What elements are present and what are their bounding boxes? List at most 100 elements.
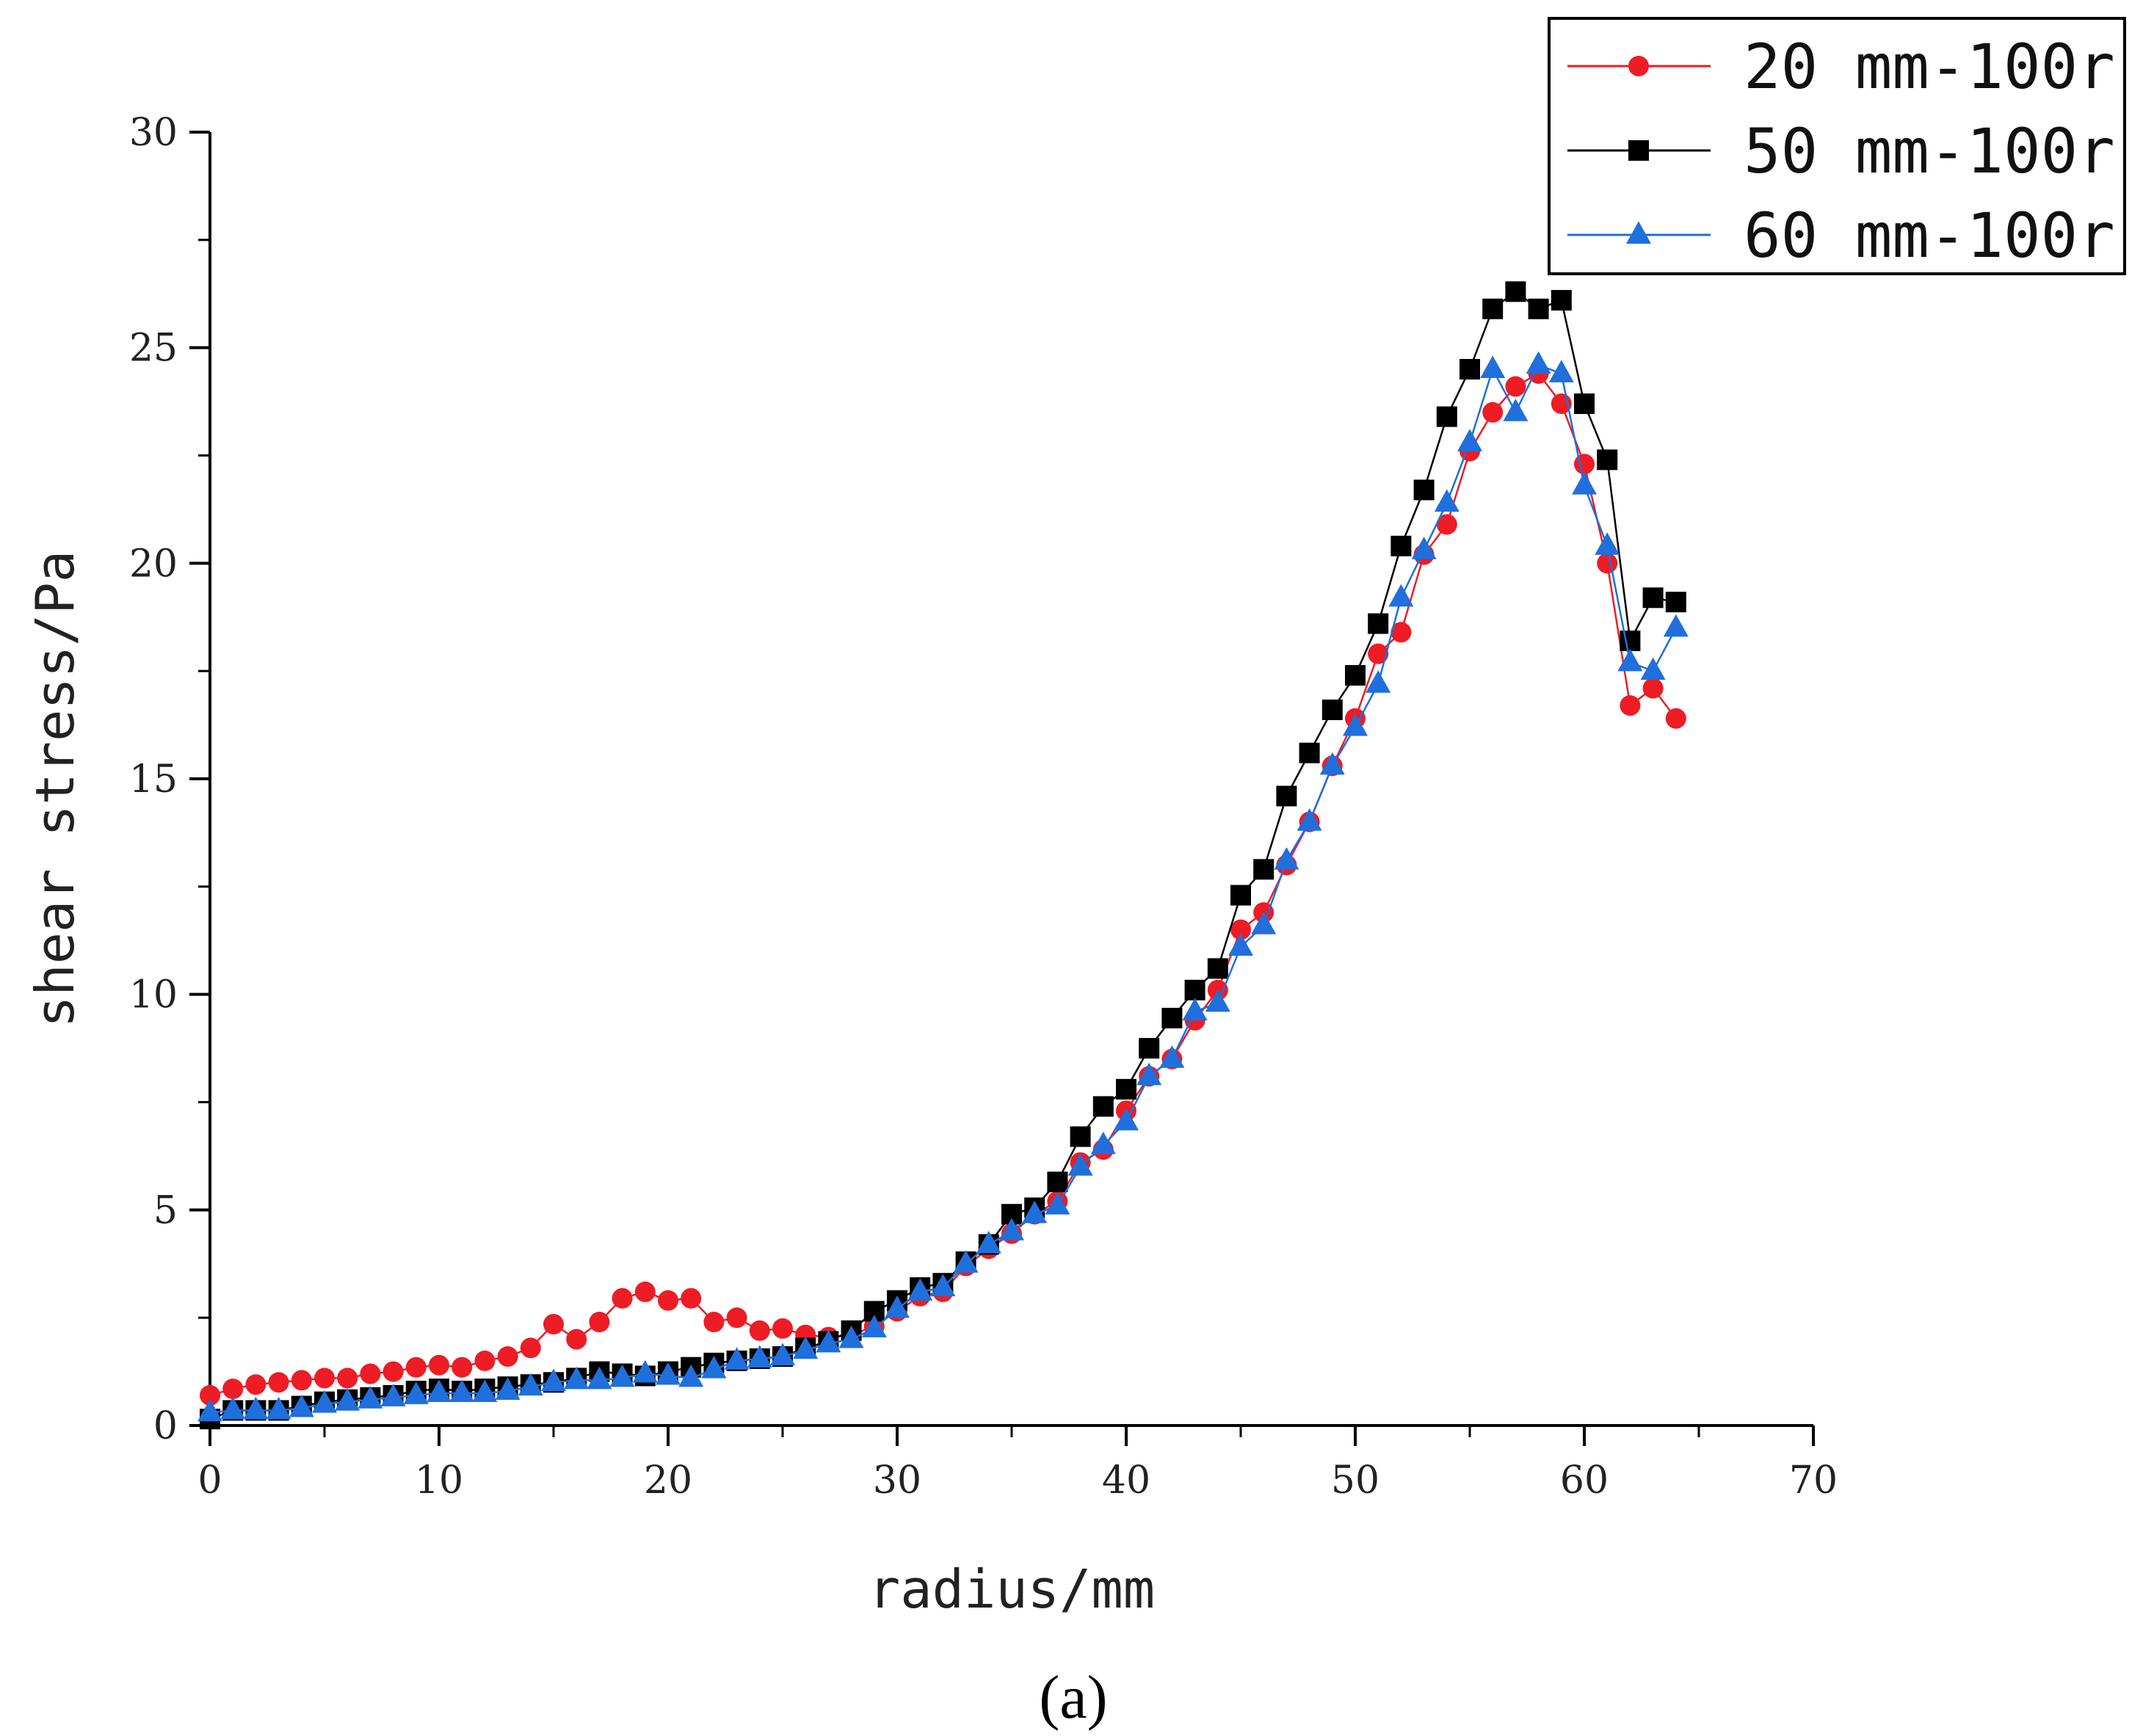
data-point (747, 1345, 772, 1368)
data-point (1597, 449, 1618, 471)
data-point (541, 1368, 566, 1392)
data-point (220, 1396, 246, 1420)
data-point (518, 1373, 543, 1396)
y-tick-label: 30 (129, 111, 178, 155)
data-point (289, 1394, 314, 1417)
data-point (999, 1218, 1024, 1241)
data-point (838, 1325, 864, 1348)
x-tick-label: 20 (644, 1459, 692, 1503)
x-tick-label: 50 (1331, 1459, 1379, 1503)
data-point (885, 1295, 910, 1318)
legend-label: 50 mm-100r (1744, 115, 2115, 187)
data-point (634, 1281, 656, 1302)
x-axis-ticks: 0 10 20 30 40 50 60 70 (197, 1426, 1838, 1503)
series-layer (197, 281, 1689, 1430)
data-point (1503, 399, 1529, 421)
legend-label: 60 mm-100r (1744, 200, 2115, 272)
data-point (703, 1312, 725, 1333)
data-point (1665, 592, 1686, 613)
data-point (1642, 678, 1664, 699)
data-point (449, 1379, 475, 1402)
data-point (1251, 912, 1277, 934)
data-point (360, 1363, 381, 1384)
data-point (632, 1359, 658, 1383)
data-point (907, 1278, 933, 1301)
data-point (678, 1364, 704, 1387)
legend-entry: 20 mm-100r (1567, 31, 2115, 103)
legend-label: 20 mm-100r (1744, 31, 2115, 103)
data-point (726, 1307, 747, 1329)
data-point (314, 1368, 335, 1389)
data-point (612, 1288, 633, 1309)
data-point (197, 1398, 222, 1422)
data-point (429, 1354, 449, 1376)
data-point (587, 1366, 612, 1390)
data-point (1597, 553, 1618, 574)
data-point (1299, 742, 1320, 763)
series-1 (200, 363, 1686, 1406)
data-point (1572, 472, 1597, 495)
data-point (1090, 1131, 1116, 1155)
data-point (427, 1379, 452, 1402)
x-tick-label: 70 (1789, 1459, 1838, 1503)
legend-marker (1626, 221, 1651, 244)
legend: 20 mm-100r 50 mm-100r 60 mm-100r (1548, 17, 2126, 275)
data-point (1528, 298, 1549, 319)
data-point (1642, 587, 1664, 609)
data-point (953, 1250, 979, 1273)
data-point (405, 1357, 427, 1378)
data-point (1274, 846, 1299, 870)
data-point (1139, 1038, 1160, 1059)
data-point (1436, 406, 1457, 427)
data-point (861, 1315, 887, 1337)
data-point (1343, 713, 1368, 736)
x-tick-label: 60 (1560, 1459, 1609, 1503)
y-tick-label: 15 (129, 758, 178, 802)
data-point (452, 1357, 473, 1378)
data-point (335, 1388, 360, 1411)
x-tick-label: 0 (197, 1459, 222, 1503)
data-point (793, 1336, 819, 1359)
legend-entry: 50 mm-100r (1567, 115, 2115, 187)
data-point (1526, 351, 1551, 374)
data-point (1388, 584, 1414, 607)
data-point (1228, 933, 1253, 956)
data-point (1482, 298, 1504, 319)
x-tick-label: 40 (1102, 1459, 1150, 1503)
x-axis-title: radius/mm (869, 1558, 1155, 1620)
data-point (1184, 979, 1205, 1000)
y-axis-title: shear stress/Pa (24, 551, 86, 1028)
data-point (564, 1366, 590, 1390)
data-point (1205, 989, 1230, 1012)
data-point (1045, 1191, 1070, 1215)
data-point (1345, 665, 1366, 686)
data-point (772, 1318, 793, 1339)
data-point (1460, 359, 1480, 380)
data-point (1574, 393, 1595, 415)
legend-marker (1628, 140, 1649, 161)
data-point (291, 1370, 312, 1391)
data-point (382, 1361, 404, 1382)
data-point (1482, 402, 1504, 423)
data-point (1548, 360, 1574, 382)
data-point (1092, 1096, 1114, 1117)
data-point (358, 1386, 383, 1409)
data-point (1276, 785, 1297, 807)
x-tick-label: 30 (873, 1459, 921, 1503)
data-point (1620, 695, 1641, 716)
data-point (816, 1329, 841, 1353)
y-tick-label: 20 (129, 542, 178, 586)
data-point (1413, 479, 1435, 501)
data-point (1390, 535, 1412, 556)
data-point (1230, 885, 1251, 906)
data-point (1116, 1078, 1136, 1100)
data-point (1136, 1062, 1162, 1086)
data-point (1321, 700, 1343, 721)
data-point (1207, 958, 1228, 979)
data-point (930, 1274, 956, 1297)
data-point (337, 1368, 358, 1389)
x-tick-label: 10 (415, 1459, 463, 1503)
data-point (543, 1313, 564, 1334)
data-point (609, 1364, 635, 1387)
